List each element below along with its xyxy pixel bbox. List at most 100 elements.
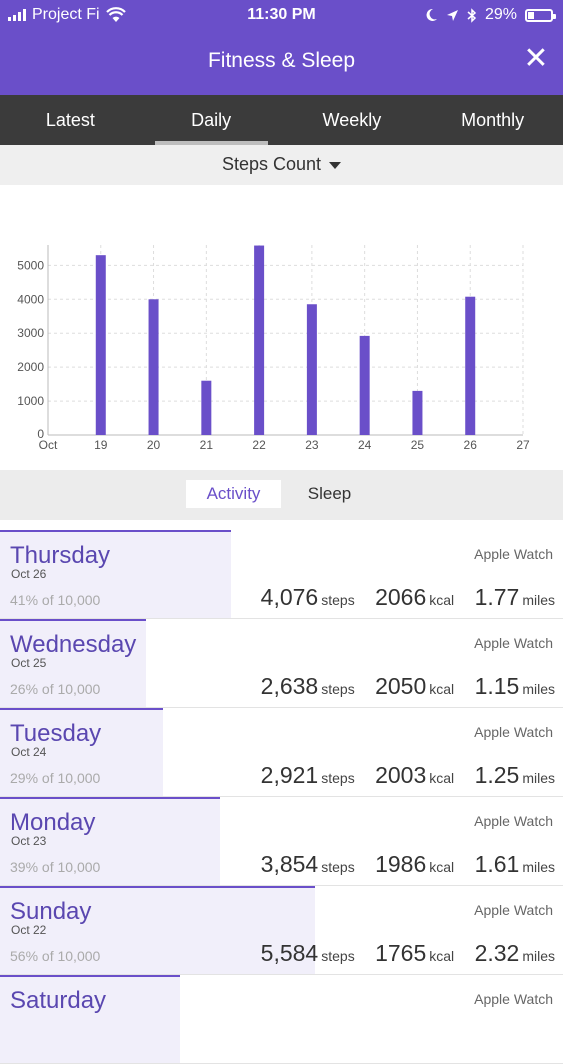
- miles-value: 1.25: [474, 762, 520, 788]
- data-source: Apple Watch: [474, 724, 553, 740]
- list-item[interactable]: Wednesday Oct 25 26% of 10,000 Apple Wat…: [0, 619, 563, 708]
- kcal-value: 2003: [375, 762, 427, 788]
- y-tick-label: 4000: [17, 292, 44, 306]
- steps-unit: steps: [321, 592, 355, 608]
- data-source: Apple Watch: [474, 902, 553, 918]
- steps-value: 4,076: [260, 584, 319, 610]
- goal-progress-line: [0, 619, 146, 621]
- kcal-value: 2050: [375, 673, 427, 699]
- x-tick-label: 23: [305, 438, 319, 452]
- moon-icon: [426, 8, 437, 21]
- tab-monthly[interactable]: Monthly: [461, 110, 525, 130]
- day-stats: 5,584 steps 1765 kcal 2.32 miles: [261, 940, 555, 967]
- day-date: Oct 22: [11, 923, 47, 937]
- day-date: Oct 24: [11, 745, 47, 759]
- day-name: Thursday: [10, 542, 111, 569]
- miles-value: 2.32: [474, 940, 520, 966]
- day-name: Tuesday: [10, 720, 102, 747]
- list-item[interactable]: Tuesday Oct 24 29% of 10,000 Apple Watch…: [0, 708, 563, 797]
- tab-latest[interactable]: Latest: [45, 110, 95, 130]
- y-tick-label: 3000: [17, 326, 44, 340]
- kcal-unit: kcal: [429, 859, 455, 875]
- caret-down-icon: [329, 161, 342, 169]
- miles-unit: miles: [522, 770, 555, 786]
- goal-progress-bar: [0, 797, 220, 885]
- day-stats: 2,921 steps 2003 kcal 1.25 miles: [261, 762, 555, 789]
- miles-unit: miles: [522, 859, 555, 875]
- day-name: Monday: [10, 809, 96, 836]
- kcal-value: 1986: [375, 851, 427, 877]
- close-icon[interactable]: ✕: [523, 42, 549, 75]
- carrier-label: Project Fi: [32, 6, 100, 23]
- activity-sleep-toggle: Activity Sleep: [0, 470, 563, 520]
- list-item[interactable]: Saturday Apple Watch: [0, 975, 563, 1064]
- miles-unit: miles: [522, 948, 555, 964]
- carrier-group: Project Fi: [8, 6, 126, 24]
- chart-bar: [95, 255, 106, 435]
- chart-bar: [359, 335, 370, 435]
- y-tick-label: 5000: [17, 258, 44, 272]
- x-tick-label: 24: [358, 438, 372, 452]
- chart-bar: [412, 390, 423, 435]
- y-tick-label: 2000: [17, 360, 44, 374]
- period-tabs: Latest Daily Weekly Monthly: [0, 95, 563, 145]
- goal-progress-line: [0, 708, 163, 710]
- x-tick-label: 25: [411, 438, 425, 452]
- kcal-unit: kcal: [429, 592, 455, 608]
- day-stats: [518, 1029, 555, 1056]
- status-right: 29%: [425, 6, 556, 24]
- chart-bar: [254, 245, 265, 435]
- steps-value: 2,921: [260, 762, 319, 788]
- tab-daily[interactable]: Daily: [141, 95, 282, 145]
- wifi-icon: [105, 7, 126, 22]
- goal-percent: 29% of 10,000: [10, 770, 101, 786]
- day-date: Oct 23: [11, 834, 47, 848]
- x-tick-label: 19: [94, 438, 108, 452]
- day-date: Oct 25: [11, 656, 47, 670]
- data-source: Apple Watch: [474, 635, 553, 651]
- steps-unit: steps: [321, 681, 355, 697]
- miles-value: 1.61: [474, 851, 520, 877]
- chart-bar: [201, 380, 212, 435]
- steps-unit: steps: [321, 770, 355, 786]
- data-source: Apple Watch: [474, 813, 553, 829]
- goal-progress-line: [0, 886, 315, 888]
- bluetooth-icon: [467, 7, 477, 23]
- battery-percent: 29%: [484, 6, 517, 23]
- signal-icon: [8, 9, 26, 21]
- goal-progress-bar: [0, 530, 231, 618]
- x-tick-label: 26: [464, 438, 478, 452]
- data-source: Apple Watch: [474, 546, 553, 562]
- miles-value: 1.15: [474, 673, 520, 699]
- miles-unit: miles: [522, 681, 555, 697]
- x-tick-label: 27: [516, 438, 530, 452]
- day-name: Wednesday: [10, 631, 137, 658]
- steps-value: 3,854: [260, 851, 319, 877]
- data-source: Apple Watch: [474, 991, 553, 1007]
- day-stats: 2,638 steps 2050 kcal 1.15 miles: [261, 673, 555, 700]
- segment-sleep[interactable]: Sleep: [307, 484, 352, 503]
- battery-icon: [525, 8, 556, 22]
- metric-dropdown[interactable]: Steps Count: [0, 145, 563, 185]
- list-item[interactable]: Monday Oct 23 39% of 10,000 Apple Watch …: [0, 797, 563, 886]
- status-bar: Project Fi 11:30 PM 29%: [0, 0, 563, 30]
- steps-value: 2,638: [260, 673, 319, 699]
- goal-percent: 56% of 10,000: [10, 948, 101, 964]
- tab-weekly[interactable]: Weekly: [322, 110, 382, 130]
- y-tick-label: 1000: [17, 394, 44, 408]
- kcal-value: 2066: [375, 584, 427, 610]
- kcal-unit: kcal: [429, 770, 455, 786]
- goal-percent: 26% of 10,000: [10, 681, 101, 697]
- segment-activity[interactable]: Activity: [186, 480, 281, 508]
- goal-percent: 39% of 10,000: [10, 859, 101, 875]
- goal-progress-line: [0, 975, 180, 977]
- goal-percent: 41% of 10,000: [10, 592, 101, 608]
- kcal-unit: kcal: [429, 948, 455, 964]
- metric-dropdown-label: Steps Count: [221, 154, 322, 174]
- goal-progress-bar: [0, 886, 315, 974]
- list-item[interactable]: Thursday Oct 26 41% of 10,000 Apple Watc…: [0, 530, 563, 619]
- y-tick-label: 0: [37, 427, 44, 441]
- list-item[interactable]: Sunday Oct 22 56% of 10,000 Apple Watch …: [0, 886, 563, 975]
- steps-chart: 1000 2000 3000 4000 5000 0 Oct 19 20 21 22 23 24 25 26…: [0, 185, 563, 470]
